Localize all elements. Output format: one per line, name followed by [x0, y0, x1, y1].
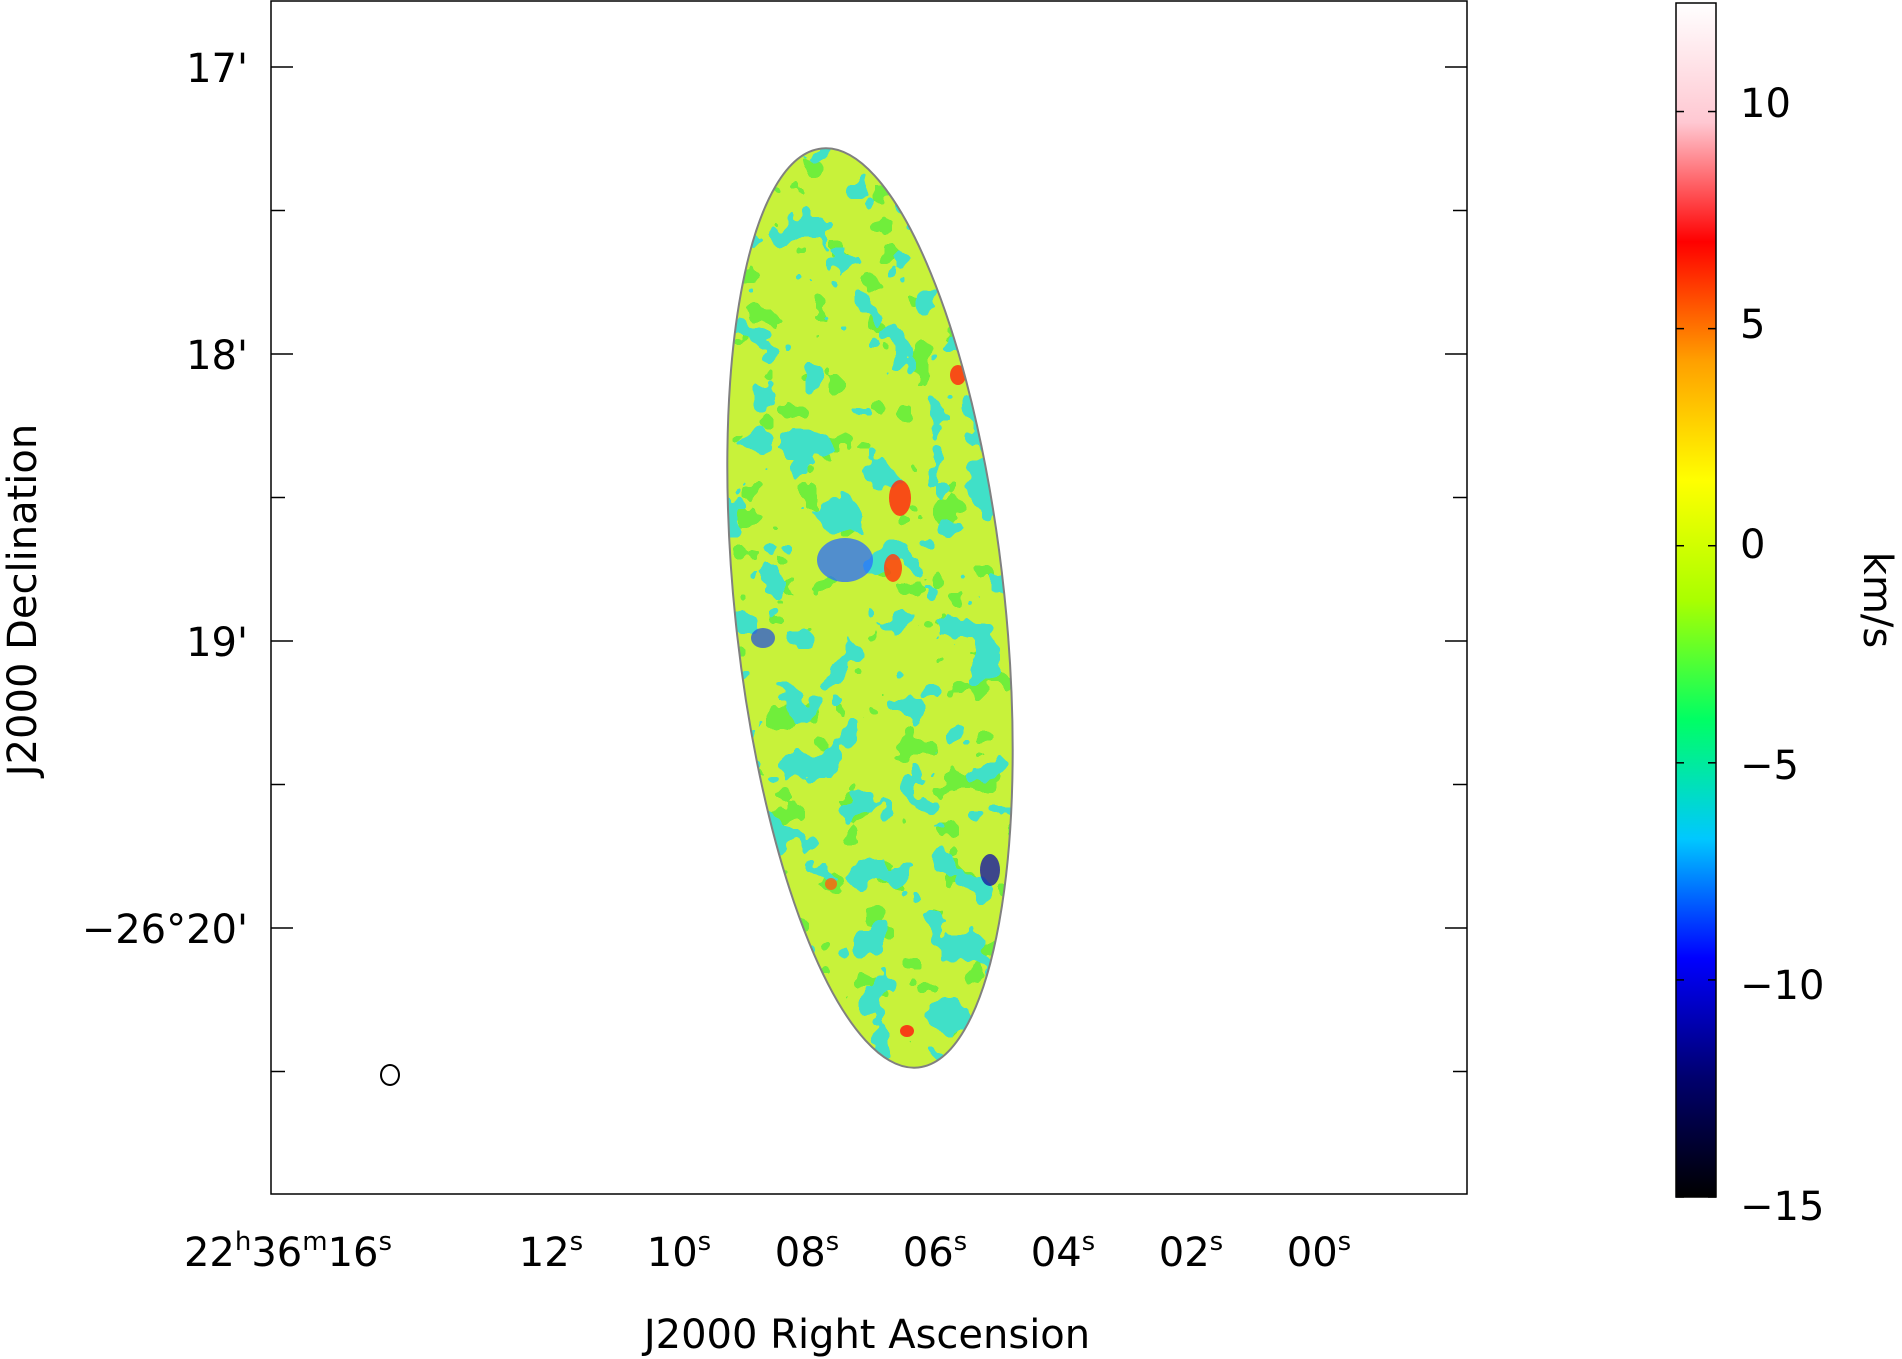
x-tick-label: 12s — [519, 1227, 583, 1276]
x-tick-label: 06s — [903, 1227, 967, 1276]
colorbar — [1675, 2, 1717, 1198]
high-velocity-patch — [900, 1025, 914, 1037]
high-velocity-patch — [825, 878, 837, 890]
x-tick-label: 02s — [1159, 1227, 1223, 1276]
high-velocity-patch — [889, 480, 911, 516]
y-tick-label: 17' — [186, 46, 248, 92]
low-velocity-patch — [817, 538, 873, 582]
plot-frame — [270, 0, 1468, 1195]
colorbar-tick-label: −15 — [1740, 1184, 1824, 1230]
colorbar-ticks — [1676, 110, 1716, 1198]
x-tick-label: 04s — [1031, 1227, 1095, 1276]
velocity-field — [700, 134, 1040, 1082]
y-tick-label: 19' — [186, 620, 248, 666]
high-velocity-patch — [884, 554, 902, 582]
high-velocity-patch — [950, 365, 966, 385]
low-velocity-patch — [751, 628, 775, 648]
x-axis-title: J2000 Right Ascension — [641, 1312, 1090, 1358]
x-tick-label: 08s — [775, 1227, 839, 1276]
y-axis-ticks — [271, 66, 1467, 1073]
y-tick-label: −26°20' — [82, 907, 248, 953]
x-tick-label: 00s — [1287, 1227, 1351, 1276]
colorbar-tick-label: −10 — [1740, 963, 1824, 1009]
colorbar-title: km/s — [1854, 552, 1900, 648]
y-axis-title: J2000 Declination — [0, 424, 46, 779]
y-tick-label: 18' — [186, 333, 248, 379]
field-outline-contour — [726, 147, 1014, 1069]
colorbar-tick-label: −5 — [1740, 743, 1799, 789]
x-tick-label: 22h36m16s — [184, 1227, 392, 1276]
colorbar-tick-label: 5 — [1740, 302, 1765, 348]
beam-ellipse — [380, 1064, 400, 1086]
low-velocity-patch — [980, 854, 1000, 886]
x-tick-label: 10s — [647, 1227, 711, 1276]
colorbar-tick-label: 0 — [1740, 522, 1765, 568]
colorbar-tick-label: 10 — [1740, 81, 1791, 127]
